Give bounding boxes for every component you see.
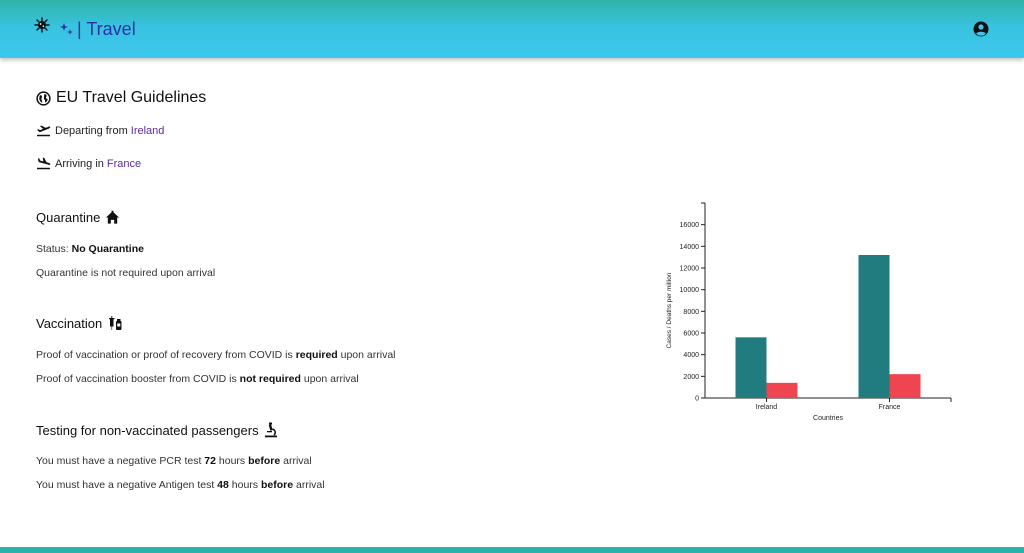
cases-deaths-chart: 0 2000 4000 6000 8000 10000 12000 14000 16000 Ire… — [666, 202, 952, 422]
flight-takeoff-icon — [37, 125, 51, 137]
account-circle-icon[interactable] — [973, 21, 989, 37]
testing-title: Testing for non-vaccinated passengers — [36, 422, 259, 438]
globe-icon — [36, 90, 51, 106]
brand-title: | Travel — [77, 19, 136, 39]
y-tick-label: 2000 — [683, 374, 699, 381]
quarantine-note: Quarantine is not required upon arrival — [36, 267, 215, 279]
brand[interactable]: | Travel — [59, 19, 136, 39]
departing-country-link[interactable]: Ireland — [130, 124, 165, 137]
y-axis-label: Cases / Deaths per million — [666, 272, 673, 348]
house-icon — [106, 210, 120, 224]
quarantine-status-label: Status: — [36, 243, 69, 255]
cases-bar — [735, 337, 767, 398]
quarantine-note-text: Quarantine is not required upon arrival — [36, 267, 216, 279]
y-tick-label: 16000 — [680, 222, 700, 229]
y-tick-label: 14000 — [680, 244, 700, 251]
testing-pcr-hours: 72 — [204, 455, 216, 467]
y-tick-label: 6000 — [683, 331, 699, 338]
y-tick-label: 8000 — [683, 309, 699, 316]
sparkle-icon — [60, 23, 73, 35]
vaccination-booster: Proof of vaccination booster from COVID … — [36, 373, 359, 385]
deaths-bar — [766, 382, 798, 398]
testing-antigen-unit: hours — [231, 479, 259, 491]
testing-pcr-timing: before — [248, 455, 281, 467]
vaccination-title-row: Vaccination — [36, 316, 123, 331]
vaccination-proof-text: Proof of vaccination or proof of recover… — [36, 349, 293, 361]
arriving-label: Arriving in — [55, 157, 104, 170]
testing-antigen: You must have a negative Antigen test 48… — [36, 479, 325, 491]
testing-antigen-suffix: arrival — [295, 479, 325, 491]
vaccination-booster-text: Proof of vaccination booster from COVID … — [36, 373, 237, 385]
quarantine-title: Quarantine — [36, 210, 101, 225]
page-title: EU Travel Guidelines — [56, 89, 207, 106]
vaccination-proof-suffix: upon arrival — [340, 349, 396, 361]
vaccination-booster-requirement: not required — [239, 373, 301, 385]
microscope-icon — [264, 422, 277, 438]
quarantine-status: Status: No Quarantine — [36, 243, 144, 255]
testing-pcr-text: You must have a negative PCR test — [36, 455, 202, 467]
testing-title-row: Testing for non-vaccinated passengers — [36, 422, 278, 438]
y-tick-label: 0 — [695, 396, 699, 403]
testing-pcr-unit: hours — [218, 455, 246, 467]
x-tick-label: France — [879, 404, 901, 411]
y-tick-label: 10000 — [680, 287, 700, 294]
quarantine-title-row: Quarantine — [36, 210, 120, 225]
testing-antigen-timing: before — [260, 479, 294, 491]
app-header: | Travel — [0, 0, 1024, 58]
virus-icon — [34, 17, 50, 33]
departing-label: Departing from — [55, 124, 128, 137]
departing-row: Departing from Ireland — [36, 124, 164, 137]
vaccination-booster-suffix: upon arrival — [303, 373, 359, 385]
vaccination-title: Vaccination — [36, 316, 103, 331]
page-title-row: EU Travel Guidelines — [36, 89, 206, 107]
vaccination-proof: Proof of vaccination or proof of recover… — [36, 349, 396, 361]
arriving-row: Arriving in France — [36, 157, 141, 170]
x-axis-label: Countries — [813, 415, 843, 422]
deaths-bar — [889, 374, 921, 398]
arriving-country-link[interactable]: France — [106, 157, 142, 170]
testing-pcr-suffix: arrival — [283, 455, 312, 467]
testing-antigen-hours: 48 — [217, 479, 229, 491]
testing-antigen-text: You must have a negative Antigen test — [36, 479, 215, 491]
footer-bar — [0, 547, 1024, 553]
y-tick-label: 4000 — [683, 352, 699, 359]
flight-land-icon — [37, 157, 51, 170]
y-tick-label: 12000 — [680, 266, 700, 273]
x-tick-label: Ireland — [756, 404, 778, 411]
vaccine-icon — [109, 316, 122, 330]
quarantine-status-value: No Quarantine — [71, 243, 144, 255]
testing-pcr: You must have a negative PCR test 72 hou… — [36, 455, 312, 467]
cases-bar — [858, 255, 890, 398]
vaccination-proof-requirement: required — [295, 349, 338, 361]
